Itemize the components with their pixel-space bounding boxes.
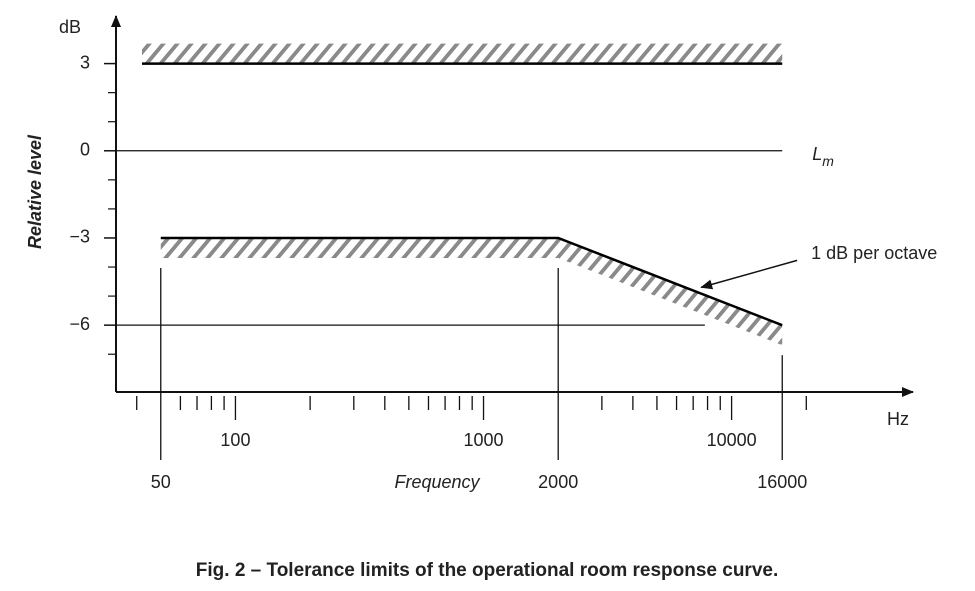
x-marked-tick-label: 16000 <box>757 472 807 492</box>
reference-label-main: L <box>812 144 822 164</box>
tolerance-hatch <box>141 43 783 64</box>
y-tick-label: −3 <box>69 227 90 247</box>
y-axis-title: Relative level <box>25 134 45 249</box>
x-marked-tick-label: 2000 <box>538 472 578 492</box>
y-tick-label: −6 <box>69 314 90 334</box>
annotation-arrow <box>700 259 798 290</box>
reference-label: Lm <box>812 144 834 169</box>
x-unit: Hz <box>887 409 909 429</box>
tolerance-hatch <box>160 237 783 346</box>
x-marked-tick-label: 50 <box>151 472 171 492</box>
chart-title: Fig. 2 – Tolerance limits of the operati… <box>196 560 778 581</box>
x-axis-title: Frequency <box>394 472 480 492</box>
y-tick-label: 3 <box>80 52 90 72</box>
x-tick-label: 10000 <box>707 430 757 450</box>
tolerance-line <box>160 236 783 327</box>
reference-label-sub: m <box>822 152 834 168</box>
x-tick-label: 1000 <box>464 430 504 450</box>
y-tick-label: 0 <box>80 140 90 160</box>
x-tick-label: 100 <box>220 430 250 450</box>
y-unit: dB <box>59 17 81 37</box>
annotation-text: 1 dB per octave <box>811 243 937 263</box>
